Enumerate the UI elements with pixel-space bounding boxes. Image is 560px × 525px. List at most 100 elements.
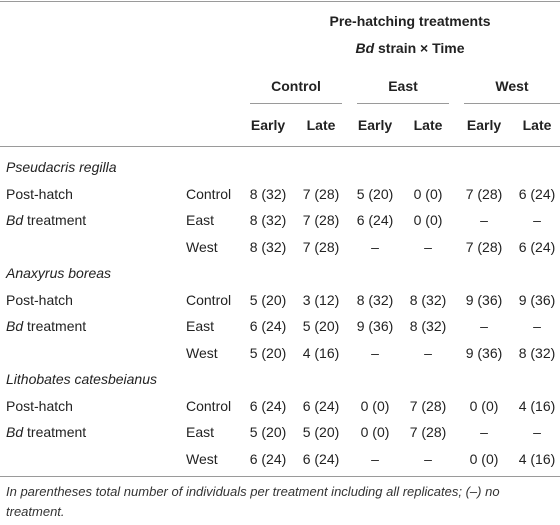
- time-header: Early: [250, 117, 286, 133]
- row-label: Bd treatment: [6, 423, 86, 441]
- row-label-em: Bd: [6, 318, 24, 334]
- cell: 0 (0): [360, 397, 390, 414]
- cell: –: [533, 212, 541, 228]
- cell: –: [480, 318, 488, 334]
- cell: 0 (0): [413, 185, 443, 202]
- cell: 6 (24): [518, 185, 556, 202]
- group-rule: [357, 103, 449, 104]
- cell: 8 (32): [409, 291, 447, 308]
- row-treatment: East: [186, 212, 215, 228]
- cell: –: [371, 344, 379, 361]
- cell: 0 (0): [469, 450, 499, 467]
- time-header: Early: [357, 117, 393, 133]
- row-treatment: East: [186, 424, 215, 440]
- cell: 5 (20): [302, 318, 340, 334]
- row-label-em: Bd: [6, 424, 24, 440]
- cell: 6 (24): [249, 397, 287, 414]
- header-title: Pre-hatching treatments: [329, 13, 491, 29]
- cell: 8 (32): [249, 185, 287, 202]
- cell: 7 (28): [465, 238, 503, 255]
- cell: 6 (24): [302, 450, 340, 467]
- group-rule: [464, 103, 560, 104]
- row-label: Post-hatch: [6, 291, 73, 309]
- cell: –: [480, 212, 488, 228]
- time-header: Early: [466, 117, 502, 133]
- row-label-text: Post-hatch: [6, 185, 73, 202]
- cell: 0 (0): [413, 212, 443, 228]
- row-label-text: treatment: [27, 318, 87, 334]
- cell: –: [371, 238, 379, 255]
- cell: 9 (36): [356, 318, 394, 334]
- row-label-em: Bd: [6, 212, 24, 228]
- cell: 4 (16): [518, 397, 556, 414]
- group-header: Control: [271, 78, 321, 94]
- cell: 7 (28): [302, 212, 340, 228]
- cell: –: [533, 424, 541, 440]
- row-treatment: West: [186, 450, 218, 467]
- cell: –: [424, 238, 432, 255]
- cell: 6 (24): [302, 397, 340, 414]
- row-label: Bd treatment: [6, 211, 86, 229]
- cell: 9 (36): [465, 291, 503, 308]
- species-name: Anaxyrus boreas: [6, 265, 112, 281]
- time-header: Late: [306, 117, 336, 133]
- row-treatment: Control: [186, 291, 232, 308]
- cell: 3 (12): [302, 291, 340, 308]
- cell: 5 (20): [302, 424, 340, 440]
- cell: 5 (20): [249, 291, 287, 308]
- cell: 4 (16): [302, 344, 340, 361]
- cell: –: [424, 450, 432, 467]
- cell: 8 (32): [249, 212, 287, 228]
- cell: 6 (24): [249, 318, 287, 334]
- cell: 6 (24): [356, 212, 394, 228]
- header-subtitle: Bd strain × Time: [355, 39, 464, 57]
- row-label: Post-hatch: [6, 185, 73, 203]
- row-label-text: Post-hatch: [6, 291, 73, 308]
- row-label-text: treatment: [27, 424, 87, 440]
- header-subtitle-text: strain × Time: [378, 40, 465, 56]
- cell: –: [371, 450, 379, 467]
- group-rule: [250, 103, 342, 104]
- cell: 7 (28): [302, 238, 340, 255]
- row-treatment: West: [186, 238, 218, 255]
- cell: 7 (28): [409, 424, 447, 440]
- species-name: Lithobates catesbeianus: [6, 371, 157, 387]
- cell: 7 (28): [465, 185, 503, 202]
- cell: 8 (32): [249, 238, 287, 255]
- row-label: Bd treatment: [6, 317, 86, 335]
- footnote: In parentheses total number of individua…: [6, 484, 500, 519]
- row-label-text: treatment: [27, 212, 87, 228]
- cell: –: [533, 318, 541, 334]
- row-treatment: East: [186, 318, 215, 334]
- time-header: Late: [522, 117, 552, 133]
- cell: 5 (20): [356, 185, 394, 202]
- row-label-text: Post-hatch: [6, 397, 73, 414]
- cell: –: [424, 344, 432, 361]
- cell: 6 (24): [518, 238, 556, 255]
- cell: 5 (20): [249, 344, 287, 361]
- cell: 4 (16): [518, 450, 556, 467]
- cell: 5 (20): [249, 424, 287, 440]
- cell: 9 (36): [518, 291, 556, 308]
- cell: 8 (32): [518, 344, 556, 361]
- row-treatment: West: [186, 344, 218, 361]
- header-subtitle-em: Bd: [355, 40, 375, 56]
- row-label: Post-hatch: [6, 397, 73, 415]
- row-treatment: Control: [186, 185, 232, 202]
- row-treatment: Control: [186, 397, 232, 414]
- cell: 0 (0): [469, 397, 499, 414]
- cell: 8 (32): [356, 291, 394, 308]
- header-rule: [0, 146, 560, 147]
- cell: 7 (28): [409, 397, 447, 414]
- group-header: West: [495, 78, 529, 94]
- bottom-rule: [0, 476, 560, 477]
- top-rule: [0, 1, 560, 2]
- cell: –: [480, 424, 488, 440]
- cell: 7 (28): [302, 185, 340, 202]
- cell: 6 (24): [249, 450, 287, 467]
- group-header: East: [388, 78, 418, 94]
- time-header: Late: [413, 117, 443, 133]
- cell: 8 (32): [409, 318, 447, 334]
- species-name: Pseudacris regilla: [6, 159, 117, 175]
